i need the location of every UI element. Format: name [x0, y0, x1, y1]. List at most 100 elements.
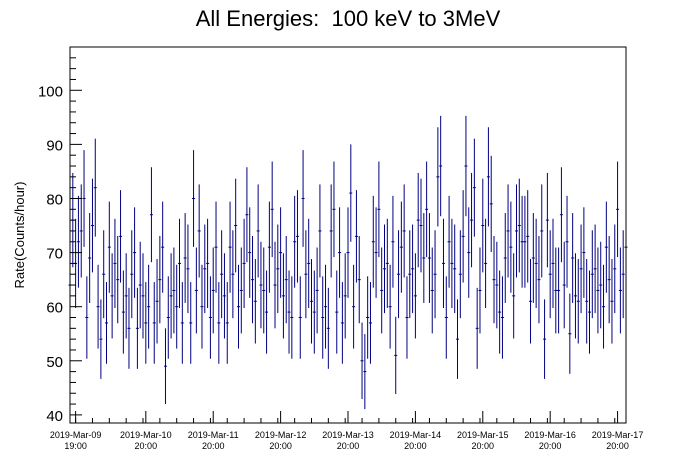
data-point	[402, 184, 406, 278]
data-point	[206, 218, 210, 309]
data-point	[147, 264, 151, 349]
data-point	[149, 167, 153, 263]
data-point	[105, 282, 109, 364]
data-point	[562, 241, 566, 329]
data-point	[155, 259, 159, 344]
data-point	[419, 178, 423, 273]
data-point	[602, 264, 606, 349]
data-point	[228, 201, 232, 293]
data-point	[582, 207, 586, 298]
data-point	[590, 230, 594, 319]
data-point	[262, 247, 266, 334]
data-point	[441, 218, 445, 309]
data-point	[158, 236, 162, 324]
data-point	[444, 276, 448, 359]
data-point	[135, 287, 139, 369]
data-point	[259, 241, 263, 329]
data-point	[293, 195, 297, 288]
data-point	[102, 230, 106, 319]
data-point	[113, 218, 117, 309]
data-point	[349, 144, 353, 242]
data-point	[338, 207, 342, 298]
data-point	[433, 230, 437, 319]
data-point	[470, 172, 474, 268]
data-point	[217, 282, 221, 364]
data-point	[514, 184, 518, 278]
data-point	[371, 195, 375, 288]
data-point	[545, 172, 549, 268]
data-point	[573, 253, 577, 339]
data-point	[492, 236, 496, 324]
data-point	[604, 201, 608, 293]
y-tick-label: 60	[46, 300, 63, 317]
data-point	[298, 276, 302, 359]
data-point	[523, 195, 527, 288]
data-point	[194, 247, 198, 334]
data-point	[458, 230, 462, 319]
data-point	[481, 178, 485, 273]
data-point	[211, 247, 215, 334]
data-point	[526, 190, 530, 283]
data-point	[425, 161, 429, 258]
data-point	[413, 253, 417, 339]
data-point	[208, 276, 212, 359]
data-point	[500, 276, 504, 359]
data-point	[175, 264, 179, 349]
data-point	[380, 247, 384, 334]
data-point	[309, 259, 313, 344]
data-point	[599, 241, 603, 329]
chart-title: All Energies: 100 keV to 3MeV	[195, 6, 501, 31]
data-point	[587, 270, 591, 354]
data-point	[534, 218, 538, 309]
data-point	[498, 270, 502, 354]
y-tick-label: 50	[46, 354, 63, 371]
data-point	[276, 224, 280, 314]
data-point	[180, 282, 184, 364]
data-point	[411, 224, 415, 314]
data-point	[234, 178, 238, 273]
x-tick-label-date: 2019-Mar-17	[592, 430, 644, 440]
data-point	[141, 253, 145, 339]
data-point	[133, 207, 137, 298]
data-point	[248, 207, 252, 298]
data-point	[467, 207, 471, 298]
data-point	[529, 259, 533, 344]
data-point	[394, 316, 398, 395]
data-point	[486, 127, 490, 227]
x-tick-label-date: 2019-Mar-11	[188, 430, 239, 440]
data-point	[295, 190, 299, 283]
data-point	[399, 201, 403, 293]
x-tick-label-time: 20:00	[135, 441, 158, 451]
x-tick-label-time: 20:00	[606, 441, 629, 451]
data-point	[368, 282, 372, 364]
data-point	[284, 236, 288, 324]
data-point	[88, 213, 92, 303]
data-point	[225, 282, 229, 364]
data-point	[273, 241, 277, 329]
data-point	[121, 270, 125, 354]
x-tick-label-time: 19:00	[64, 441, 87, 451]
data-point	[93, 138, 97, 237]
data-point	[489, 155, 493, 252]
data-point	[197, 184, 201, 278]
data-point	[110, 253, 114, 339]
data-point	[312, 270, 316, 354]
data-point	[478, 247, 482, 334]
data-point	[152, 282, 156, 364]
data-point	[559, 167, 563, 263]
data-point	[391, 195, 395, 288]
data-point	[456, 299, 460, 379]
data-point	[267, 201, 271, 293]
data-point	[318, 184, 322, 278]
data-point	[537, 236, 541, 324]
data-point	[388, 264, 392, 349]
data-point	[200, 264, 204, 349]
data-point	[281, 253, 285, 339]
data-point	[130, 230, 134, 319]
data-point	[568, 293, 572, 374]
data-point	[363, 334, 367, 410]
data-point	[253, 259, 257, 344]
data-point	[439, 115, 443, 217]
data-point	[571, 213, 575, 303]
x-tick-label-date: 2019-Mar-10	[120, 430, 172, 440]
